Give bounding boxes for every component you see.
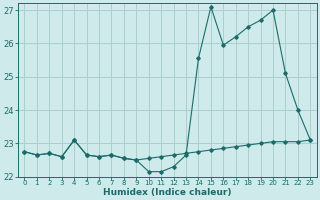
X-axis label: Humidex (Indice chaleur): Humidex (Indice chaleur) (103, 188, 232, 197)
